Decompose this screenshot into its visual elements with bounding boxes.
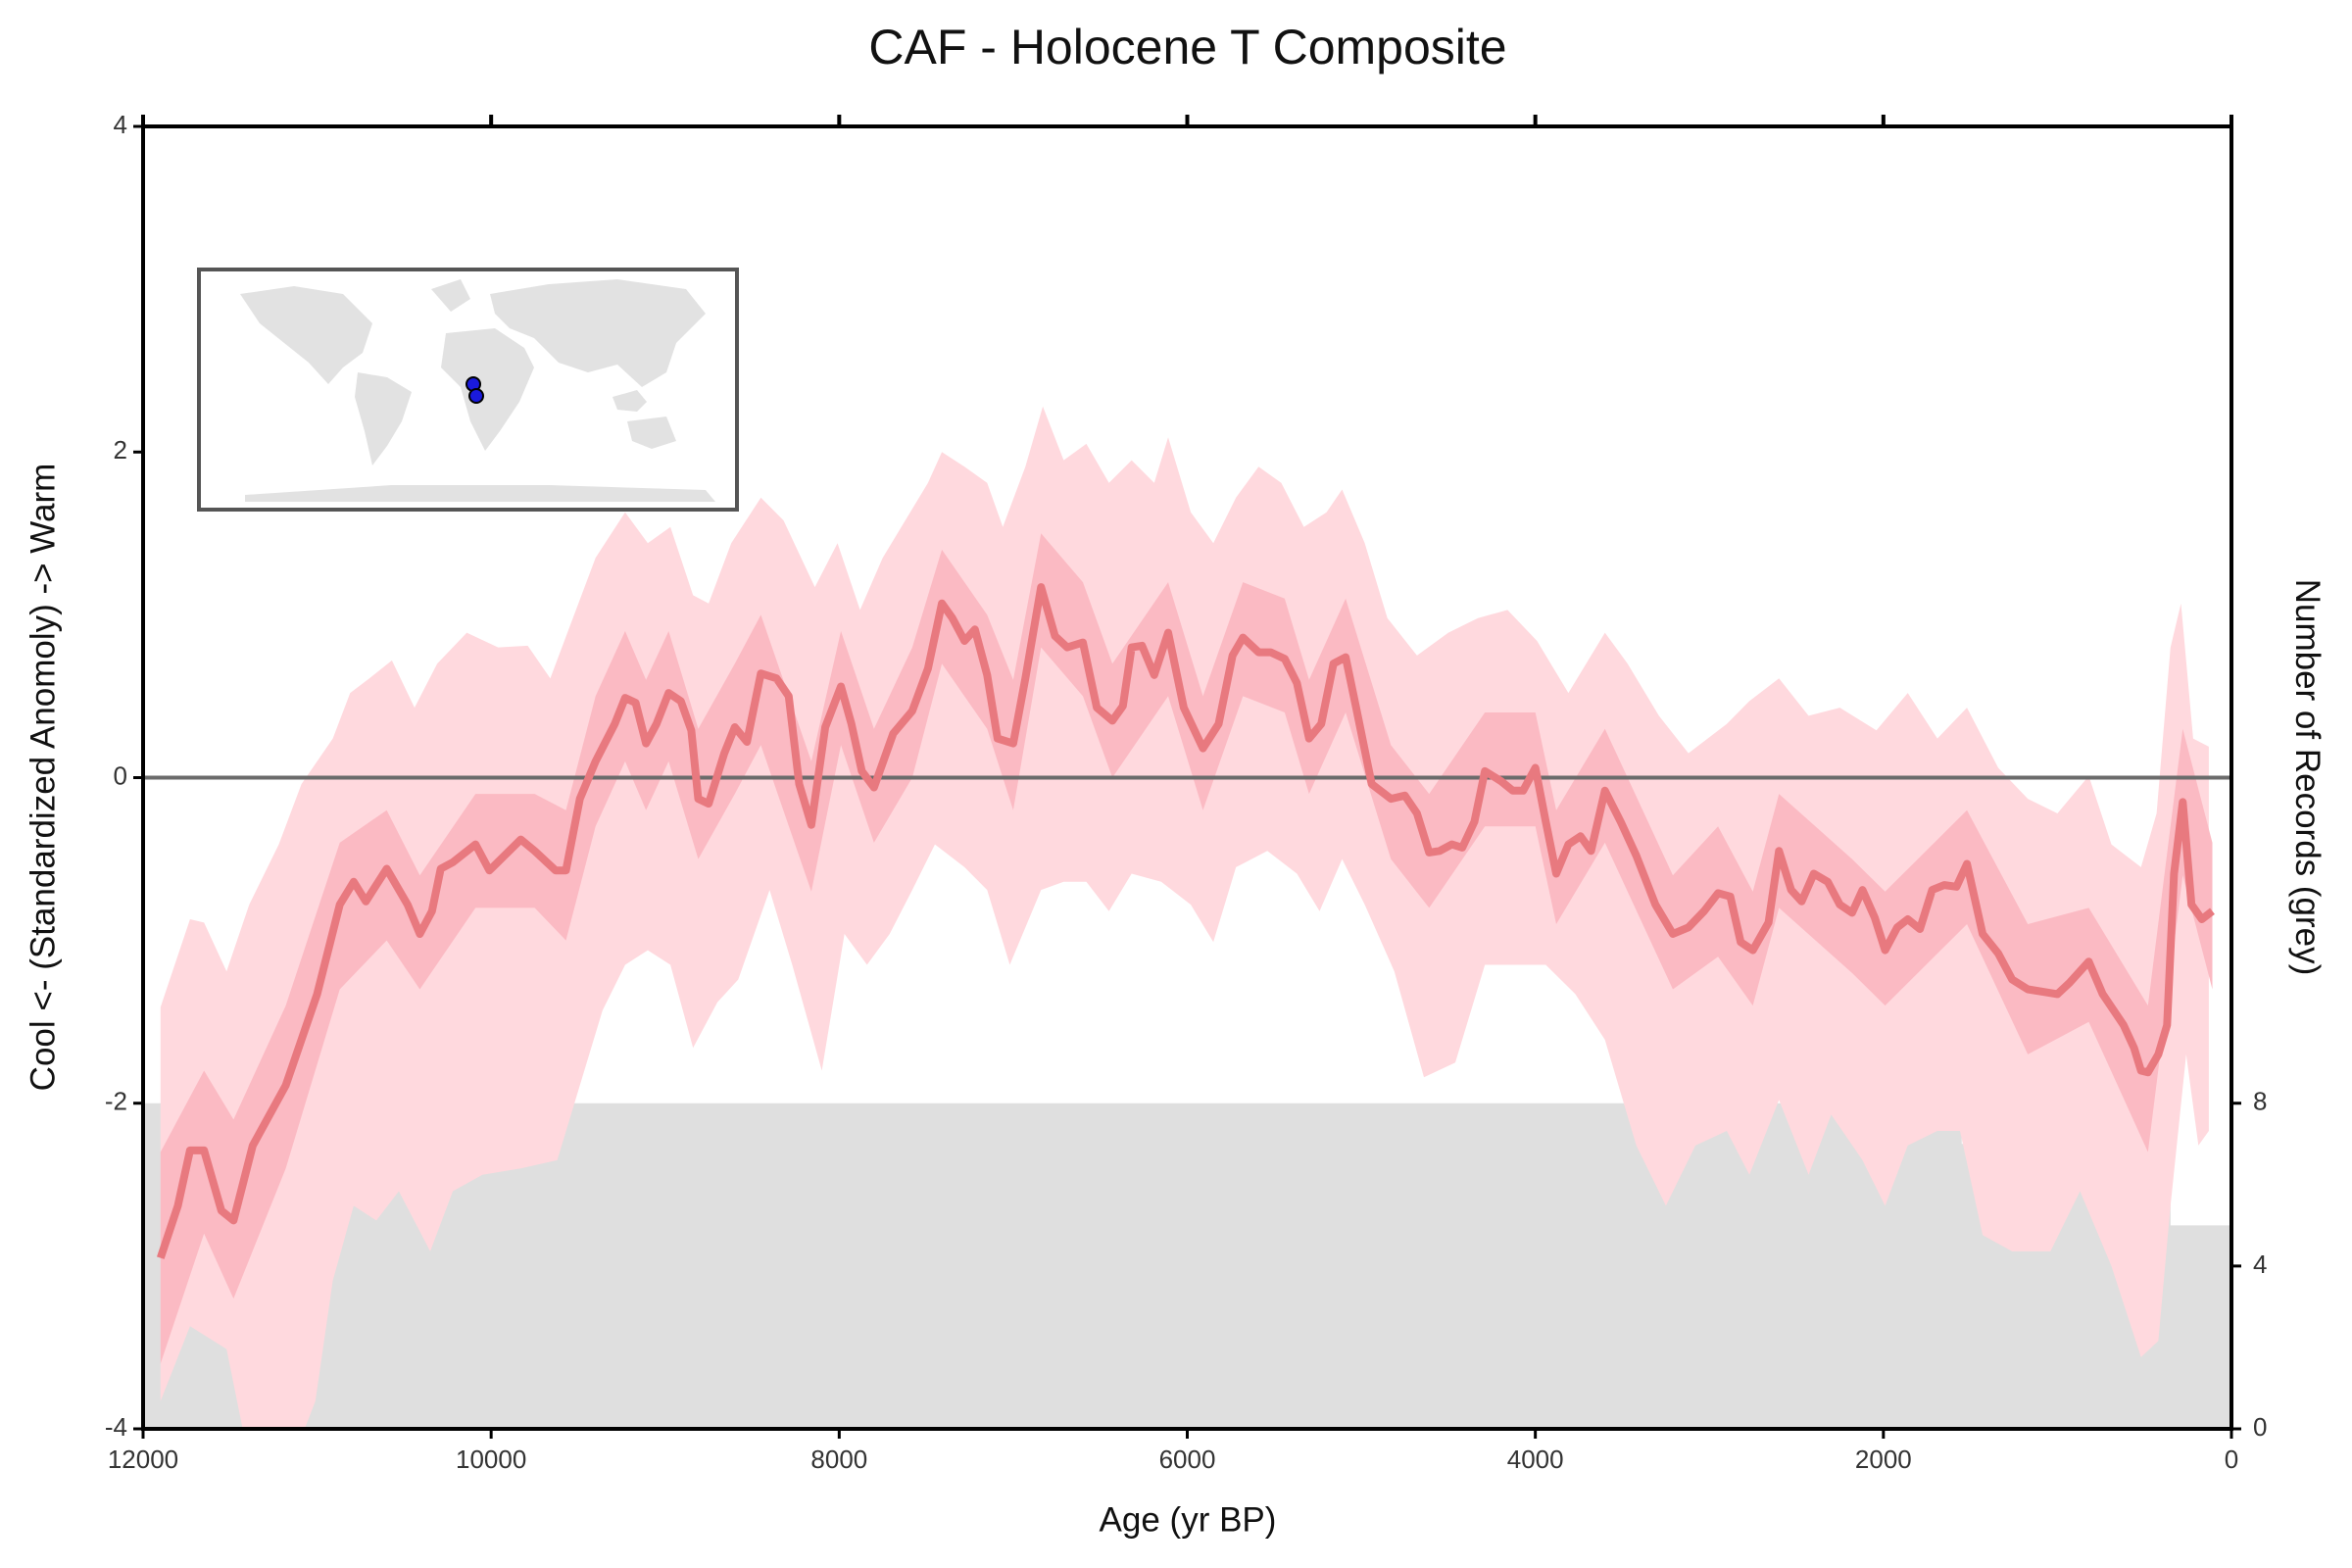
x-tick-label: 10000: [456, 1445, 526, 1474]
y-tick-label: 2: [114, 435, 127, 465]
chart-title: CAF - Holocene T Composite: [868, 20, 1506, 74]
x-tick-label: 8000: [810, 1445, 867, 1474]
x-tick-label: 12000: [108, 1445, 178, 1474]
land: [240, 279, 715, 502]
y2-tick-label: 0: [2253, 1412, 2267, 1442]
x-axis-title: Age (yr BP): [1100, 1500, 1277, 1539]
x-tick-label: 2000: [1855, 1445, 1912, 1474]
y-tick-label: -2: [105, 1087, 127, 1116]
site-marker: [468, 388, 484, 404]
plot-area: [143, 406, 2231, 1429]
y-axis-title: Cool <- (Standardized Anomoly) -> Warm: [24, 464, 62, 1092]
y2-tick-label: 8: [2253, 1087, 2267, 1116]
records-area: [143, 1102, 2231, 1429]
y-tick-label: 0: [114, 760, 127, 790]
x-tick-label: 4000: [1507, 1445, 1564, 1474]
x-tick-label: 0: [2225, 1445, 2238, 1474]
y2-tick-label: 4: [2253, 1250, 2267, 1279]
y2-axis-title: Number of Records (grey): [2288, 579, 2327, 976]
y-tick-label: -4: [105, 1412, 127, 1442]
uncertainty-band: [160, 533, 2213, 1364]
axes: 12000 10000 8000 6000 4000 2000 0 -4 -2 0 2 4 0 4 8: [105, 110, 2268, 1474]
map-inset: [197, 268, 739, 512]
x-tick-label: 6000: [1159, 1445, 1216, 1474]
y-tick-label: 4: [114, 110, 127, 139]
median-line: [157, 583, 2215, 1259]
